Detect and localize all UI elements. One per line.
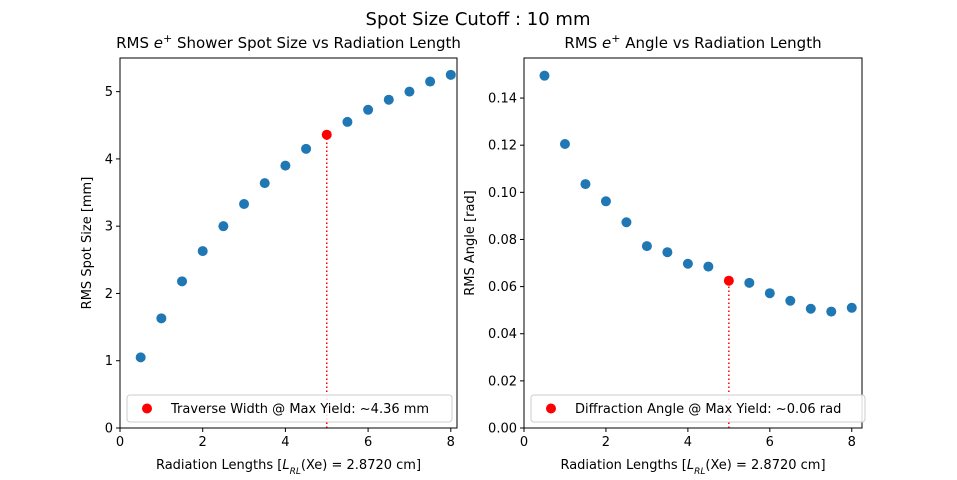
data-point: [177, 276, 188, 287]
axes-frame: [119, 57, 458, 429]
legend-marker: [546, 403, 556, 414]
title-prefix: RMS: [116, 34, 154, 52]
x-tick-label: 0: [116, 435, 124, 450]
y-tick-label: 0.02: [488, 374, 517, 389]
max-yield-point: [723, 275, 734, 286]
y-tick-label: 0: [105, 422, 113, 437]
data-point: [641, 241, 652, 252]
x-label-suffix: (Xe) = 2.8720 cm]: [705, 458, 825, 473]
data-point: [197, 246, 208, 257]
data-point: [539, 70, 550, 81]
y-tick-label: 2: [105, 287, 113, 302]
data-point: [846, 302, 857, 313]
title-suffix: Shower Spot Size vs Radiation Length: [172, 34, 461, 52]
x-tick-label: 0: [520, 435, 528, 450]
angle-chart: RMS e+ Angle vs Radiation Length 0 2 4 6 8 0.0…: [463, 32, 866, 477]
legend-marker: [142, 403, 152, 414]
x-tick-label: 6: [766, 435, 774, 450]
y-tick-label: 0.00: [488, 422, 517, 437]
data-point: [826, 306, 837, 317]
legend-box: [126, 394, 453, 423]
axes-frame: [523, 57, 863, 429]
data-point: [239, 198, 250, 209]
legend-label: Diffraction Angle @ Max Yield: ~0.06 rad: [575, 402, 841, 417]
data-point: [259, 178, 270, 189]
data-point: [218, 221, 229, 232]
data-point: [682, 258, 693, 269]
x-label-prefix: Radiation Lengths [: [560, 458, 686, 473]
data-point: [342, 116, 353, 127]
y-tick-label: 0.08: [488, 233, 517, 248]
y-axis-label: RMS Spot Size [mm]: [80, 177, 95, 310]
title-superscript: +: [163, 32, 172, 45]
data-point: [363, 104, 374, 115]
x-tick-label: 4: [684, 435, 692, 450]
figure-suptitle: Spot Size Cutoff : 10 mm: [366, 9, 591, 30]
x-tick-label: 8: [447, 435, 455, 450]
data-point: [135, 352, 146, 363]
title-symbol: e: [154, 34, 163, 52]
x-tick-label: 2: [199, 435, 207, 450]
data-point: [600, 196, 611, 207]
x-label-subscript: RL: [694, 467, 705, 477]
data-point: [425, 76, 436, 87]
x-label-symbol: L: [282, 458, 289, 473]
chart-title: RMS e+ Angle vs Radiation Length: [564, 32, 821, 53]
data-point: [156, 313, 167, 324]
y-tick-label: 0.10: [488, 186, 517, 201]
x-tick-label: 2: [602, 435, 610, 450]
data-point: [280, 160, 291, 171]
data-point: [621, 217, 632, 228]
x-tick-label: 4: [281, 435, 289, 450]
data-point: [805, 303, 816, 314]
x-label-subscript: RL: [290, 467, 301, 477]
x-tick-label: 8: [848, 435, 856, 450]
data-point: [580, 179, 591, 190]
data-point: [301, 143, 312, 154]
y-tick-label: 1: [105, 354, 113, 369]
y-tick-label: 3: [105, 220, 113, 235]
y-tick-label: 4: [105, 152, 113, 167]
legend-box: [530, 394, 866, 423]
data-point: [703, 261, 714, 272]
title-superscript: +: [611, 32, 620, 45]
y-tick-label: 0.14: [488, 92, 517, 107]
x-label-suffix: (Xe) = 2.8720 cm]: [301, 458, 421, 473]
x-tick-label: 6: [364, 435, 372, 450]
x-axis-label: Radiation Lengths [LRL(Xe) = 2.8720 cm]: [560, 458, 825, 477]
title-prefix: RMS: [564, 34, 602, 52]
data-point: [559, 139, 570, 150]
data-point: [662, 247, 673, 258]
max-yield-point: [321, 129, 332, 140]
y-tick-label: 0.12: [488, 139, 517, 154]
data-point: [445, 69, 456, 80]
title-symbol: e: [602, 34, 611, 52]
y-tick-label: 0.06: [488, 280, 517, 295]
y-tick-label: 0.04: [488, 327, 517, 342]
x-label-symbol: L: [687, 458, 694, 473]
y-tick-label: 5: [105, 85, 113, 100]
data-point: [404, 86, 415, 97]
data-point: [744, 277, 755, 288]
x-axis-label: Radiation Lengths [LRL(Xe) = 2.8720 cm]: [156, 458, 421, 477]
chart-title: RMS e+ Shower Spot Size vs Radiation Len…: [116, 32, 461, 53]
legend-label: Traverse Width @ Max Yield: ~4.36 mm: [170, 402, 429, 417]
x-label-prefix: Radiation Lengths [: [156, 458, 282, 473]
data-point: [383, 94, 394, 105]
title-suffix: Angle vs Radiation Length: [621, 34, 822, 52]
y-axis-label: RMS Angle [rad]: [463, 190, 478, 295]
spot-size-chart: RMS e+ Shower Spot Size vs Radiation Len…: [80, 32, 461, 478]
data-point: [785, 295, 796, 306]
data-point: [764, 288, 775, 299]
